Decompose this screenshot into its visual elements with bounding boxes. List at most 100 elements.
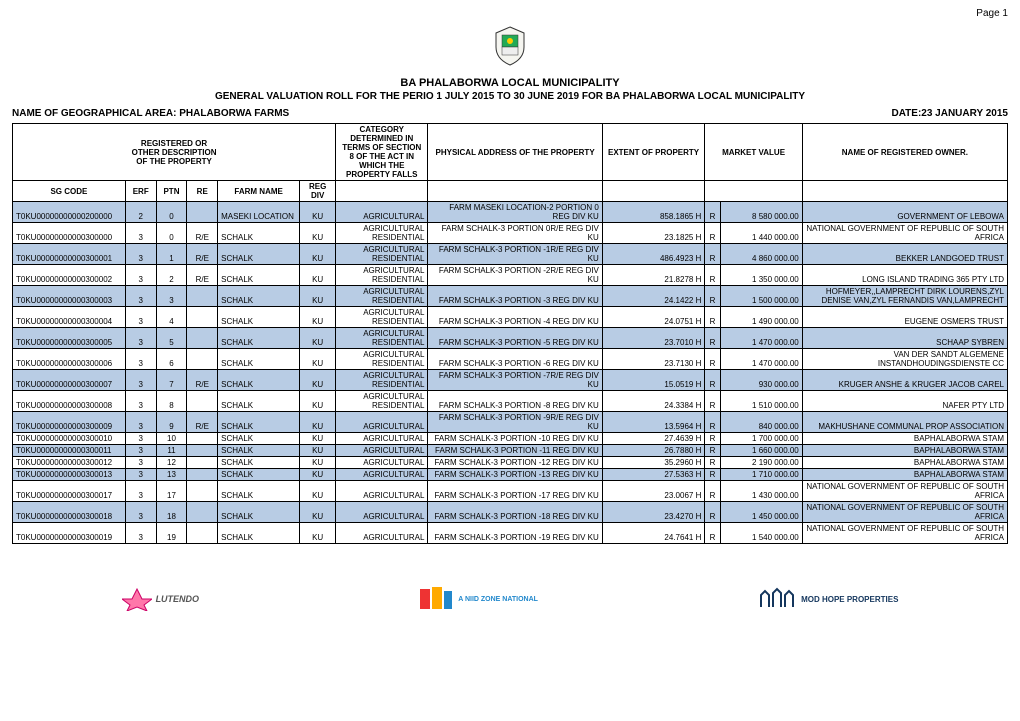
cell-addr: FARM SCHALK-3 PORTION -17 REG DIV KU (428, 481, 602, 502)
cell-ptn: 1 (156, 244, 187, 265)
cell-sg: T0KU00000000000300018 (13, 502, 126, 523)
cell-erf: 2 (125, 202, 156, 223)
cell-cat: AGRICULTURAL (336, 523, 428, 544)
cell-cur: R (705, 445, 720, 457)
cell-cat: AGRICULTURAL RESIDENTIAL (336, 328, 428, 349)
cell-farm: SCHALK (218, 286, 300, 307)
cell-erf: 3 (125, 502, 156, 523)
cell-sg: T0KU00000000000300001 (13, 244, 126, 265)
table-row: T0KU0000000000030000434SCHALKKUAGRICULTU… (13, 307, 1008, 328)
cell-reg: KU (300, 202, 336, 223)
cell-re (187, 286, 218, 307)
cell-re: R/E (187, 223, 218, 244)
table-row: T0KU00000000000300013313SCHALKKUAGRICULT… (13, 469, 1008, 481)
cell-val: 4 860 000.00 (720, 244, 802, 265)
cell-sg: T0KU00000000000300003 (13, 286, 126, 307)
cell-own: NATIONAL GOVERNMENT OF REPUBLIC OF SOUTH… (802, 223, 1007, 244)
cell-cat: AGRICULTURAL (336, 445, 428, 457)
cell-own: GOVERNMENT OF LEBOWA (802, 202, 1007, 223)
cell-ext: 23.0067 H (602, 481, 705, 502)
cell-cur: R (705, 286, 720, 307)
cell-farm: SCHALK (218, 370, 300, 391)
logo-lutendo: LUTENDO (122, 587, 200, 611)
cell-cat: AGRICULTURAL RESIDENTIAL (336, 244, 428, 265)
cell-val: 1 710 000.00 (720, 469, 802, 481)
table-row: T0KU0000000000030000030R/ESCHALKKUAGRICU… (13, 223, 1008, 244)
cell-re (187, 502, 218, 523)
cell-val: 1 470 000.00 (720, 349, 802, 370)
cell-ext: 486.4923 H (602, 244, 705, 265)
cell-cur: R (705, 223, 720, 244)
cell-ptn: 6 (156, 349, 187, 370)
cell-cur: R (705, 433, 720, 445)
th-category: CATEGORY DETERMINED IN TERMS OF SECTION … (336, 124, 428, 181)
table-row: T0KU0000000000020000020MASEKI LOCATIONKU… (13, 202, 1008, 223)
cell-addr: FARM SCHALK-3 PORTION -18 REG DIV KU (428, 502, 602, 523)
cell-re (187, 481, 218, 502)
cell-addr: FARM SCHALK-3 PORTION 0R/E REG DIV KU (428, 223, 602, 244)
cell-re (187, 457, 218, 469)
cell-farm: SCHALK (218, 445, 300, 457)
cell-re: R/E (187, 265, 218, 286)
cell-val: 1 500 000.00 (720, 286, 802, 307)
cell-ext: 23.4270 H (602, 502, 705, 523)
cell-ext: 858.1865 H (602, 202, 705, 223)
cell-reg: KU (300, 457, 336, 469)
cell-cat: AGRICULTURAL RESIDENTIAL (336, 307, 428, 328)
table-row: T0KU00000000000300018318SCHALKKUAGRICULT… (13, 502, 1008, 523)
cell-farm: SCHALK (218, 523, 300, 544)
cell-val: 1 350 000.00 (720, 265, 802, 286)
cell-cur: R (705, 202, 720, 223)
cell-ext: 13.5964 H (602, 412, 705, 433)
table-row: T0KU00000000000300019319SCHALKKUAGRICULT… (13, 523, 1008, 544)
cell-erf: 3 (125, 244, 156, 265)
cell-farm: SCHALK (218, 433, 300, 445)
cell-addr: FARM SCHALK-3 PORTION -3 REG DIV KU (428, 286, 602, 307)
cell-farm: SCHALK (218, 244, 300, 265)
cell-addr: FARM SCHALK-3 PORTION -8 REG DIV KU (428, 391, 602, 412)
cell-re (187, 469, 218, 481)
cell-erf: 3 (125, 445, 156, 457)
cell-sg: T0KU00000000000300019 (13, 523, 126, 544)
cell-ext: 27.4639 H (602, 433, 705, 445)
cell-reg: KU (300, 265, 336, 286)
cell-sg: T0KU00000000000300006 (13, 349, 126, 370)
cell-own: NAFER PTY LTD (802, 391, 1007, 412)
cell-cat: AGRICULTURAL RESIDENTIAL (336, 265, 428, 286)
area-label: NAME OF GEOGRAPHICAL AREA: PHALABORWA FA… (12, 108, 289, 119)
cell-erf: 3 (125, 412, 156, 433)
cell-reg: KU (300, 445, 336, 457)
cell-addr: FARM SCHALK-3 PORTION -2R/E REG DIV KU (428, 265, 602, 286)
cell-ptn: 13 (156, 469, 187, 481)
cell-re (187, 433, 218, 445)
cell-cur: R (705, 469, 720, 481)
cell-re (187, 523, 218, 544)
table-row: T0KU00000000000300017317SCHALKKUAGRICULT… (13, 481, 1008, 502)
cell-sg: T0KU00000000000300013 (13, 469, 126, 481)
cell-farm: SCHALK (218, 469, 300, 481)
cell-sg: T0KU00000000000300010 (13, 433, 126, 445)
table-row: T0KU00000000000300012312SCHALKKUAGRICULT… (13, 457, 1008, 469)
cell-erf: 3 (125, 223, 156, 244)
cell-addr: FARM SCHALK-3 PORTION -11 REG DIV KU (428, 445, 602, 457)
cell-erf: 3 (125, 481, 156, 502)
cell-ptn: 17 (156, 481, 187, 502)
subtitle: GENERAL VALUATION ROLL FOR THE PERIO 1 J… (12, 91, 1008, 102)
cell-erf: 3 (125, 469, 156, 481)
th-regdiv: REG DIV (300, 181, 336, 202)
cell-reg: KU (300, 349, 336, 370)
cell-sg: T0KU00000000000300004 (13, 307, 126, 328)
crest-logo (12, 23, 1008, 69)
table-row: T0KU00000000000300010310SCHALKKUAGRICULT… (13, 433, 1008, 445)
cell-re (187, 328, 218, 349)
cell-ptn: 3 (156, 286, 187, 307)
cell-erf: 3 (125, 370, 156, 391)
cell-sg: T0KU00000000000200000 (13, 202, 126, 223)
cell-farm: SCHALK (218, 457, 300, 469)
cell-addr: FARM SCHALK-3 PORTION -12 REG DIV KU (428, 457, 602, 469)
cell-own: HOFMEYER,,LAMPRECHT DIRK LOURENS,ZYL DEN… (802, 286, 1007, 307)
cell-ext: 26.7880 H (602, 445, 705, 457)
cell-addr: FARM SCHALK-3 PORTION -7R/E REG DIV KU (428, 370, 602, 391)
cell-ext: 24.7641 H (602, 523, 705, 544)
cell-farm: MASEKI LOCATION (218, 202, 300, 223)
